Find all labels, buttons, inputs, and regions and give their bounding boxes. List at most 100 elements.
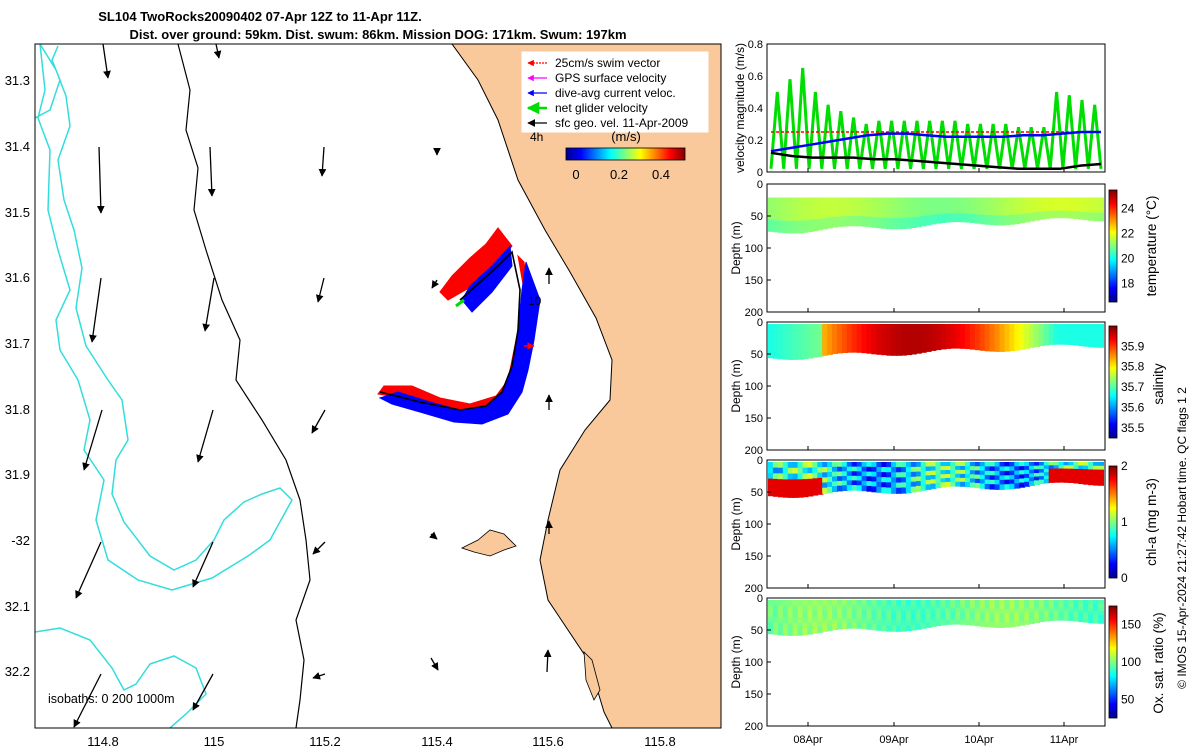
section-cell [910, 481, 917, 488]
section-cell [797, 611, 804, 619]
section-cell [827, 338, 834, 345]
section-cell [1048, 337, 1055, 342]
section-cell [1053, 207, 1060, 212]
section-cell [1088, 342, 1095, 348]
section-cell [1024, 473, 1031, 479]
section-cell [777, 617, 784, 624]
section-cell [1098, 331, 1104, 337]
section-cell [1083, 618, 1090, 623]
section-cell [940, 201, 947, 207]
section-cell [1083, 327, 1090, 333]
section-cell [1063, 207, 1070, 212]
section-cell [1068, 200, 1075, 206]
section-cell [1058, 210, 1065, 215]
section-cell [1078, 610, 1085, 616]
section-cell [999, 466, 1006, 472]
section-cell [792, 623, 799, 631]
section-cell [905, 197, 912, 204]
section-cell [925, 604, 932, 610]
section-cell [851, 471, 858, 477]
section-cell [960, 466, 967, 471]
section-cell [1083, 469, 1090, 474]
section-cell [1019, 324, 1026, 330]
section-cell [940, 332, 947, 338]
section-cell [915, 485, 922, 492]
section-cell [856, 211, 863, 217]
section-cell [777, 473, 784, 481]
section-cell [930, 219, 937, 225]
section-y-tick: 0 [757, 179, 763, 191]
section-cell [1043, 341, 1050, 346]
section-cell [915, 471, 922, 478]
section-cell [886, 218, 893, 225]
section-cell [768, 225, 774, 232]
section-cell [891, 482, 898, 489]
section-cell [866, 600, 873, 606]
section-cell [984, 341, 991, 347]
section-cell [817, 605, 824, 612]
section-y-tick: 150 [745, 551, 763, 563]
section-cell [979, 604, 986, 610]
section-cell [925, 600, 932, 606]
section-cell [827, 348, 834, 355]
section-cell [945, 462, 952, 467]
section-cell [802, 622, 809, 630]
section-cell [1093, 197, 1100, 203]
section-cell [1048, 606, 1055, 611]
section-cell [871, 221, 878, 228]
section-cell [950, 335, 957, 341]
section-cell [920, 480, 927, 487]
section-cell [797, 335, 804, 343]
section-cell [1019, 604, 1026, 610]
section-cell [797, 479, 804, 487]
section-cell [965, 462, 971, 467]
section-cell [979, 345, 986, 351]
lat-tick: 31.6 [5, 270, 30, 285]
section-cell [999, 622, 1006, 628]
section-cell [1004, 206, 1011, 212]
section-cell [1073, 324, 1080, 329]
section-cell [1073, 214, 1080, 220]
section-cell [886, 197, 893, 204]
section-cell [822, 223, 829, 230]
section-cell [782, 479, 789, 487]
section-cell [969, 324, 976, 330]
section-cell [1038, 476, 1045, 481]
section-cell [817, 600, 824, 607]
section-cell [837, 202, 843, 208]
section-cell [1093, 327, 1100, 333]
section-cell [960, 619, 967, 625]
section-cell [905, 467, 912, 473]
section-cell [969, 344, 976, 350]
section-cell [777, 352, 784, 360]
section-cell [772, 616, 779, 624]
section-cell [1083, 614, 1090, 620]
section-cell [989, 197, 996, 203]
section-cell [856, 333, 863, 339]
section-cell [905, 349, 912, 356]
section-cell [935, 218, 942, 224]
section-cell [930, 470, 937, 476]
section-cell [994, 210, 1001, 217]
section-cell [974, 324, 981, 330]
section-cell [827, 197, 834, 204]
section-cell [1083, 334, 1090, 340]
section-cell [891, 487, 898, 494]
section-cell [1024, 611, 1031, 617]
section-cell [1038, 324, 1045, 329]
section-cell [1029, 339, 1035, 344]
section-cell [1019, 608, 1026, 614]
section-cell [1048, 603, 1055, 608]
section-cell [950, 201, 957, 207]
section-cell [1073, 207, 1080, 213]
section-cell [841, 220, 848, 227]
section-cell [945, 474, 952, 479]
section-cell [994, 475, 1001, 481]
section-cell [979, 600, 986, 606]
section-cell [792, 215, 799, 222]
section-cell [846, 618, 853, 624]
section-cell [1093, 462, 1100, 467]
section-cell [787, 473, 794, 481]
section-cell [1034, 600, 1040, 605]
legend-label-current: dive-avg current veloc. [555, 86, 676, 100]
